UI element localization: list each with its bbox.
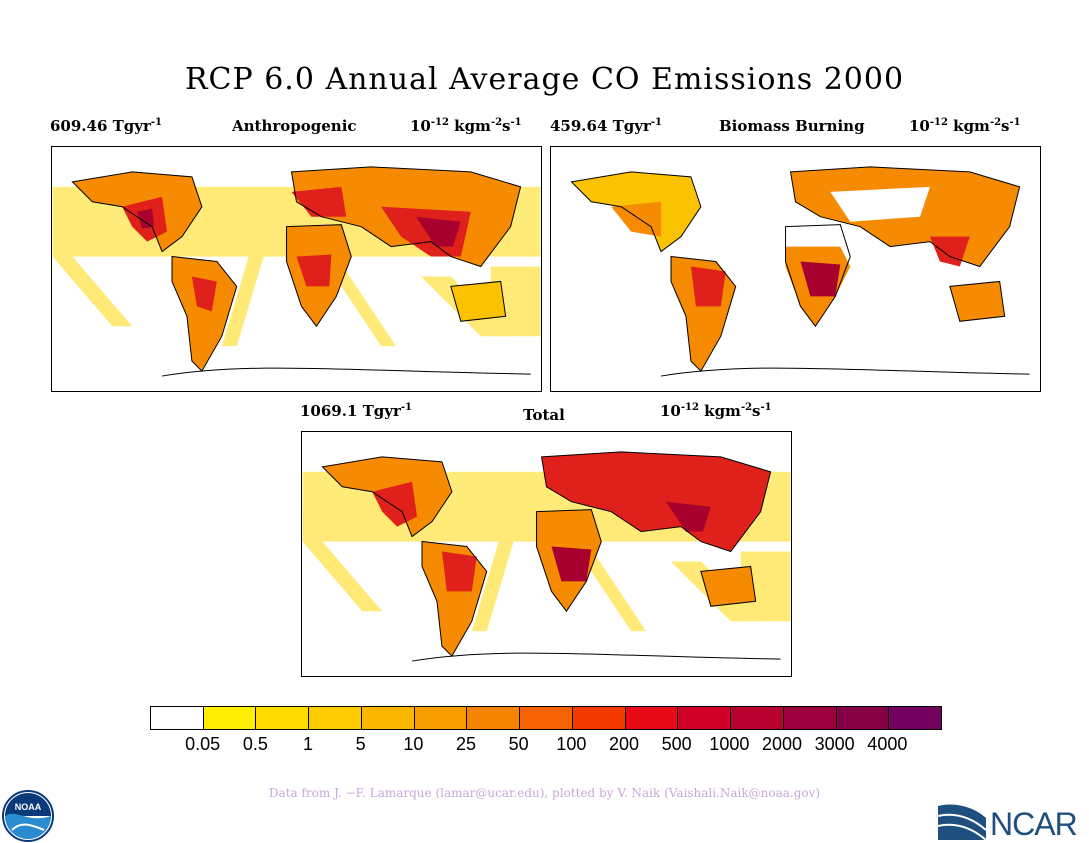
figure-title: RCP 6.0 Annual Average CO Emissions 2000 <box>184 62 905 97</box>
biomass-burning-map-graphic <box>570 166 1030 377</box>
colorbar-segment <box>783 707 837 729</box>
colorbar-segment <box>836 707 890 729</box>
colorbar-segment <box>414 707 468 729</box>
colorbar-segment <box>309 707 362 729</box>
ncar-logo-text: NCAR <box>990 806 1078 842</box>
colorbar-segment <box>678 707 732 729</box>
colorbar-segment <box>151 707 204 729</box>
colorbar-segment <box>731 707 784 729</box>
colorbar-tick-label: 0.5 <box>242 734 268 754</box>
colorbar-tick-label: 200 <box>608 734 640 754</box>
anthropogenic-map-graphic <box>52 166 541 377</box>
panel-3-name: Total <box>523 406 565 424</box>
anthropogenic-map <box>51 146 542 392</box>
panel-3-total: 1069.1 Tgyr-1 <box>300 402 413 420</box>
colorbar-segment <box>361 707 415 729</box>
panel-2-total: 459.64 Tgyr-1 <box>550 117 663 135</box>
colorbar-segment <box>625 707 679 729</box>
colorbar-segment <box>467 707 521 729</box>
colorbar-tick-label: 3000 <box>814 734 855 754</box>
colorbar-tick-label: 1000 <box>709 734 750 754</box>
panel-2-units: 10-12 kgm-2s-1 <box>909 117 1021 135</box>
panel-1-units: 10-12 kgm-2s-1 <box>410 117 522 135</box>
colorbar-tick-label: 5 <box>355 734 366 754</box>
panel-3-units: 10-12 kgm-2s-1 <box>660 402 772 420</box>
colorbar-tick-label: 4000 <box>867 734 908 754</box>
colorbar-tick-label: 500 <box>661 734 692 754</box>
total-map <box>301 431 792 677</box>
total-map-graphic <box>302 451 791 662</box>
colorbar-tick-label: 0.05 <box>185 734 221 754</box>
panel-1-total: 609.46 Tgyr-1 <box>50 117 163 135</box>
noaa-logo-text: NOAA <box>15 802 42 812</box>
colorbar-segment <box>256 707 310 729</box>
colorbar-segment <box>572 707 626 729</box>
biomass-burning-map <box>550 146 1041 392</box>
colorbar-segment <box>520 707 573 729</box>
colorbar-tick-label: 100 <box>556 734 587 754</box>
colorbar <box>150 706 942 730</box>
colorbar-segment <box>889 707 942 729</box>
colorbar-tick-label: 10 <box>403 734 424 754</box>
colorbar-tick-label: 1 <box>302 734 314 754</box>
colorbar-tick-label: 50 <box>508 734 529 754</box>
data-credit: Data from J. −F. Lamarque (lamar@ucar.ed… <box>268 786 821 800</box>
panel-1-name: Anthropogenic <box>232 117 357 135</box>
noaa-logo: NOAA <box>2 790 54 842</box>
colorbar-segment <box>203 707 257 729</box>
ncar-logo-mark <box>938 796 987 840</box>
colorbar-tick-label: 2000 <box>761 734 803 754</box>
colorbar-tick-label: 25 <box>455 734 477 754</box>
panel-2-name: Biomass Burning <box>719 117 865 135</box>
